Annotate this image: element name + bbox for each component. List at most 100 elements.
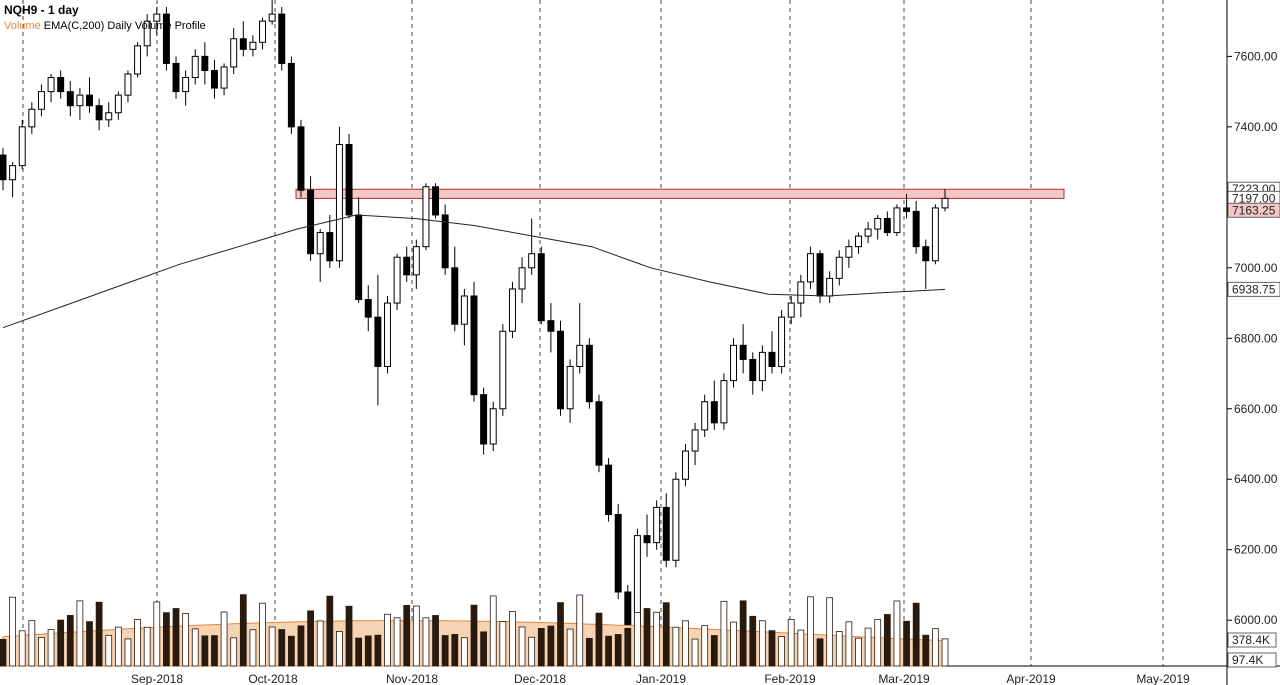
volume-bar: [422, 617, 430, 667]
y-tick-label: 7000.00: [1234, 261, 1278, 275]
candle-up: [9, 165, 17, 181]
volume-bar: [941, 638, 949, 667]
legend-volume: Volume: [4, 20, 41, 32]
volume-bar: [922, 634, 930, 667]
volume-bar: [182, 613, 190, 667]
chart-legend: Volume EMA(C,200) Daily Volume Profile: [4, 20, 206, 32]
candle-down: [162, 13, 170, 64]
candle-up: [720, 380, 728, 424]
volume-bar: [576, 594, 584, 667]
volume-bar: [653, 611, 661, 667]
volume-bar: [874, 619, 882, 667]
volume-bar: [835, 631, 843, 667]
volume-bar: [682, 620, 689, 667]
candle-down: [57, 77, 65, 93]
candle-up: [672, 478, 680, 561]
y-tick-label: 6400.00: [1234, 472, 1278, 486]
candle-up: [143, 20, 151, 47]
candle-up: [422, 186, 430, 248]
volume-bar: [153, 601, 161, 667]
y-tick-label: 6800.00: [1234, 331, 1278, 345]
candle-up: [191, 55, 199, 79]
candle-up: [681, 450, 689, 480]
candle-down: [547, 320, 555, 332]
candle-up: [701, 401, 709, 431]
price-label-box: [1227, 202, 1280, 218]
volume-bar: [124, 638, 132, 667]
volume-bar: [374, 634, 382, 667]
volume-bar: [816, 638, 824, 667]
candle-up: [855, 235, 862, 248]
candle-down: [326, 232, 334, 262]
volume-bar: [163, 612, 170, 667]
candle-down: [557, 330, 564, 410]
volume-bar: [47, 628, 55, 667]
legend-indicators: EMA(C,200) Daily Volume Profile: [43, 20, 206, 32]
candle-down: [537, 253, 545, 322]
volume-bar: [249, 629, 257, 667]
volume-bar: [864, 627, 872, 667]
price-label: 6938.75: [1232, 282, 1276, 296]
candle-up: [826, 277, 834, 297]
volume-bar: [393, 617, 401, 667]
volume-bar: [278, 629, 286, 667]
volume-bar: [826, 597, 834, 667]
candle-up: [153, 13, 161, 22]
volume-label-box: [1227, 652, 1277, 668]
candle-down: [210, 69, 218, 89]
volume-bar: [489, 595, 497, 667]
candle-up: [249, 41, 257, 50]
volume-bar: [595, 612, 603, 667]
volume-bar: [739, 600, 747, 667]
candle-down: [364, 299, 372, 318]
candle-up: [76, 94, 84, 107]
candle-down: [903, 207, 911, 212]
volume-bar: [470, 604, 478, 667]
volume-bar: [18, 630, 26, 667]
volume-bar: [855, 637, 862, 667]
candle-down: [470, 295, 478, 396]
candle-up: [37, 91, 45, 110]
volume-bar: [547, 625, 555, 667]
candle-down: [749, 358, 757, 382]
candle-down: [614, 513, 622, 593]
candle-down: [172, 62, 180, 93]
volume-bar: [364, 635, 372, 667]
volume-bar: [634, 612, 641, 667]
x-tick-label: Sep-2018: [131, 672, 183, 685]
candle-up: [691, 429, 699, 452]
candle-down: [355, 214, 363, 301]
volume-bar: [883, 614, 891, 667]
candle-down: [480, 394, 488, 445]
volume-bar: [499, 621, 507, 667]
volume-bar: [528, 636, 536, 667]
candle-up: [931, 207, 939, 262]
candle-down: [287, 62, 295, 128]
volume-bar: [76, 600, 84, 667]
volume-bar: [605, 635, 612, 667]
candle-up: [18, 126, 26, 167]
candle-down: [922, 246, 930, 262]
volume-bar: [105, 634, 113, 667]
volume-bar: [384, 613, 391, 667]
candle-up: [835, 256, 843, 279]
candle-up: [182, 77, 190, 93]
y-tick-label: 6600.00: [1234, 402, 1278, 416]
volume-bar: [691, 638, 699, 667]
candle-up: [499, 330, 507, 410]
x-tick-label: Apr-2019: [1006, 672, 1056, 685]
candle-down: [278, 13, 286, 64]
volume-bar: [614, 634, 622, 667]
y-tick-label: 6000.00: [1234, 613, 1278, 627]
candle-up: [489, 408, 497, 445]
chart-title: NQH9 - 1 day: [4, 3, 79, 17]
candle-down: [95, 105, 103, 121]
candle-down: [374, 316, 382, 367]
candle-down: [66, 91, 74, 107]
candle-up: [28, 108, 36, 128]
candle-up: [335, 143, 343, 262]
volume-bar: [287, 635, 295, 667]
volume-bar: [730, 621, 737, 667]
volume-bar: [114, 626, 122, 667]
